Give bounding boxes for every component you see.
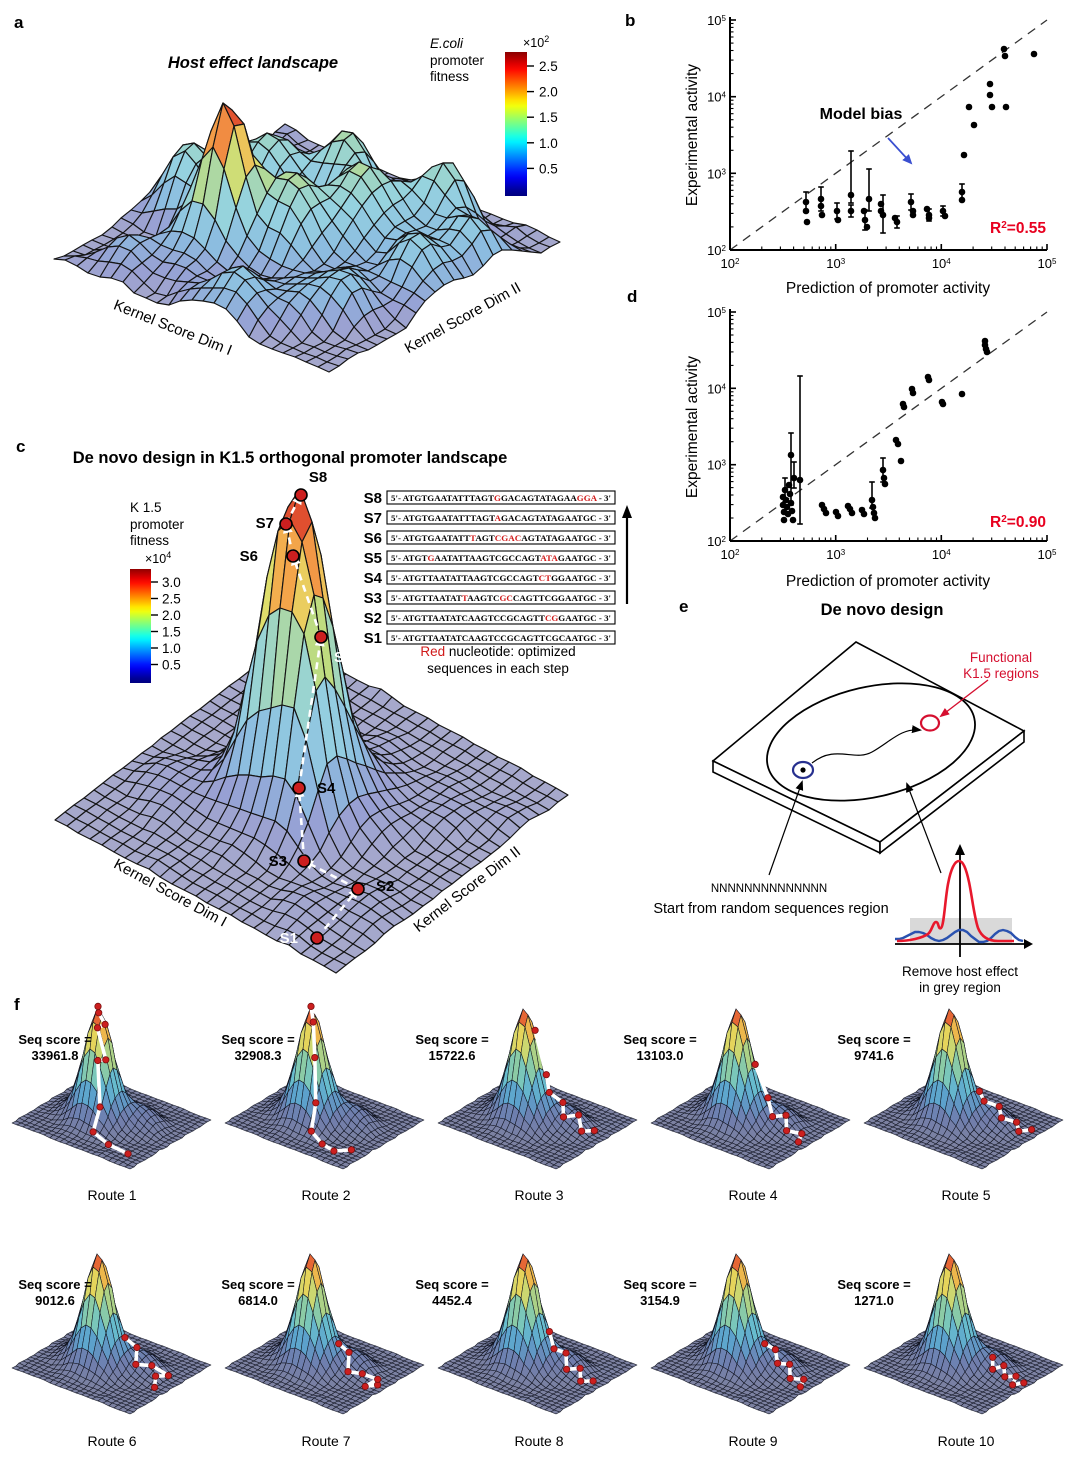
svg-text:9012.6: 9012.6 [35, 1293, 75, 1308]
svg-text:Start from random sequences re: Start from random sequences region [653, 901, 888, 917]
svg-text:Route 4: Route 4 [728, 1187, 777, 1203]
svg-text:De novo design in K1.5 orthogo: De novo design in K1.5 orthogonal promot… [73, 449, 508, 467]
svg-text:0.5: 0.5 [539, 161, 558, 176]
svg-text:S8: S8 [309, 469, 327, 486]
svg-text:Experimental activity: Experimental activity [684, 356, 701, 498]
svg-text:d: d [627, 287, 637, 306]
svg-text:Host effect landscape: Host effect landscape [168, 54, 338, 72]
svg-text:Prediction of promoter activit: Prediction of promoter activity [786, 280, 990, 297]
svg-text:Seq score =: Seq score = [837, 1277, 911, 1292]
svg-text:1.0: 1.0 [162, 641, 181, 656]
svg-text:Seq score =: Seq score = [18, 1032, 92, 1047]
svg-text:×104: ×104 [145, 550, 171, 566]
svg-text:6814.0: 6814.0 [238, 1293, 278, 1308]
svg-text:S6: S6 [364, 530, 382, 547]
svg-text:Route 10: Route 10 [938, 1433, 995, 1449]
svg-text:3154.9: 3154.9 [640, 1293, 680, 1308]
svg-text:c: c [16, 437, 25, 456]
svg-text:33961.8: 33961.8 [32, 1048, 79, 1063]
svg-text:Route 9: Route 9 [728, 1433, 777, 1449]
svg-text:Seq score =: Seq score = [623, 1032, 697, 1047]
svg-text:Route 6: Route 6 [87, 1433, 136, 1449]
svg-text:R2=0.55: R2=0.55 [990, 220, 1046, 237]
svg-text:2.5: 2.5 [539, 59, 558, 74]
svg-text:Seq score =: Seq score = [415, 1277, 489, 1292]
svg-text:K 1.5: K 1.5 [130, 500, 162, 515]
svg-text:Route 1: Route 1 [87, 1187, 136, 1203]
svg-text:fitness: fitness [130, 533, 169, 548]
svg-text:a: a [14, 13, 24, 32]
svg-text:NNNNNNNNNNNNNN: NNNNNNNNNNNNNN [711, 883, 827, 895]
svg-text:4452.4: 4452.4 [432, 1293, 473, 1308]
svg-text:S4: S4 [364, 570, 383, 587]
svg-text:5'- ATGTTAATATCAAGTCCGCAGTTCGC: 5'- ATGTTAATATCAAGTCCGCAGTTCGCAATGC - 3' [391, 633, 611, 643]
svg-text:sequences in each step: sequences in each step [427, 661, 569, 676]
svg-text:×102: ×102 [523, 34, 549, 50]
svg-text:Remove host effect: Remove host effect [902, 964, 1018, 979]
svg-text:2.5: 2.5 [162, 592, 181, 607]
svg-text:2.0: 2.0 [162, 608, 181, 623]
svg-text:promoter: promoter [430, 53, 485, 68]
svg-text:0.5: 0.5 [162, 658, 181, 673]
svg-text:Model bias: Model bias [820, 106, 903, 123]
svg-text:S8: S8 [364, 490, 382, 507]
svg-text:K1.5 regions: K1.5 regions [963, 666, 1039, 681]
svg-text:S7: S7 [256, 515, 274, 532]
svg-text:Route 7: Route 7 [301, 1433, 350, 1449]
svg-text:S2: S2 [376, 878, 394, 895]
svg-text:E.coli: E.coli [430, 36, 464, 51]
svg-text:S5: S5 [334, 649, 352, 666]
svg-text:3.0: 3.0 [162, 575, 181, 590]
svg-text:De novo design: De novo design [821, 601, 944, 619]
svg-text:1.5: 1.5 [539, 110, 558, 125]
svg-text:1.0: 1.0 [539, 136, 558, 151]
svg-text:fitness: fitness [430, 69, 469, 84]
svg-text:S6: S6 [240, 548, 258, 565]
svg-text:S7: S7 [364, 510, 382, 527]
svg-text:9741.6: 9741.6 [854, 1048, 894, 1063]
svg-text:1.5: 1.5 [162, 625, 181, 640]
svg-text:Route 3: Route 3 [514, 1187, 563, 1203]
svg-text:2.0: 2.0 [539, 85, 558, 100]
svg-text:Seq score =: Seq score = [221, 1032, 295, 1047]
svg-text:Route 2: Route 2 [301, 1187, 350, 1203]
svg-text:32908.3: 32908.3 [235, 1048, 282, 1063]
svg-text:Route 5: Route 5 [941, 1187, 990, 1203]
svg-text:Seq score =: Seq score = [221, 1277, 295, 1292]
svg-text:Seq score =: Seq score = [837, 1032, 911, 1047]
svg-text:S5: S5 [364, 550, 382, 567]
svg-text:b: b [625, 11, 635, 30]
svg-text:S1: S1 [280, 930, 298, 947]
svg-text:e: e [679, 597, 688, 616]
svg-text:R2=0.90: R2=0.90 [990, 514, 1046, 531]
svg-text:S3: S3 [364, 590, 382, 607]
svg-text:Seq score =: Seq score = [415, 1032, 489, 1047]
svg-text:in grey region: in grey region [919, 980, 1001, 995]
svg-text:Seq score =: Seq score = [623, 1277, 697, 1292]
svg-text:Functional: Functional [970, 650, 1032, 665]
svg-text:Experimental activity: Experimental activity [684, 64, 701, 206]
svg-text:Route 8: Route 8 [514, 1433, 563, 1449]
svg-text:S2: S2 [364, 610, 382, 627]
svg-text:S1: S1 [364, 630, 382, 647]
svg-text:1271.0: 1271.0 [854, 1293, 894, 1308]
svg-text:S4: S4 [317, 780, 336, 797]
svg-text:f: f [14, 995, 20, 1014]
svg-text:Seq score =: Seq score = [18, 1277, 92, 1292]
svg-text:13103.0: 13103.0 [637, 1048, 684, 1063]
svg-text:15722.6: 15722.6 [429, 1048, 476, 1063]
svg-text:Prediction of promoter activit: Prediction of promoter activity [786, 573, 990, 590]
svg-text:S3: S3 [269, 853, 287, 870]
svg-text:promoter: promoter [130, 517, 185, 532]
svg-text:Red nucleotide: optimized: Red nucleotide: optimized [420, 644, 575, 659]
